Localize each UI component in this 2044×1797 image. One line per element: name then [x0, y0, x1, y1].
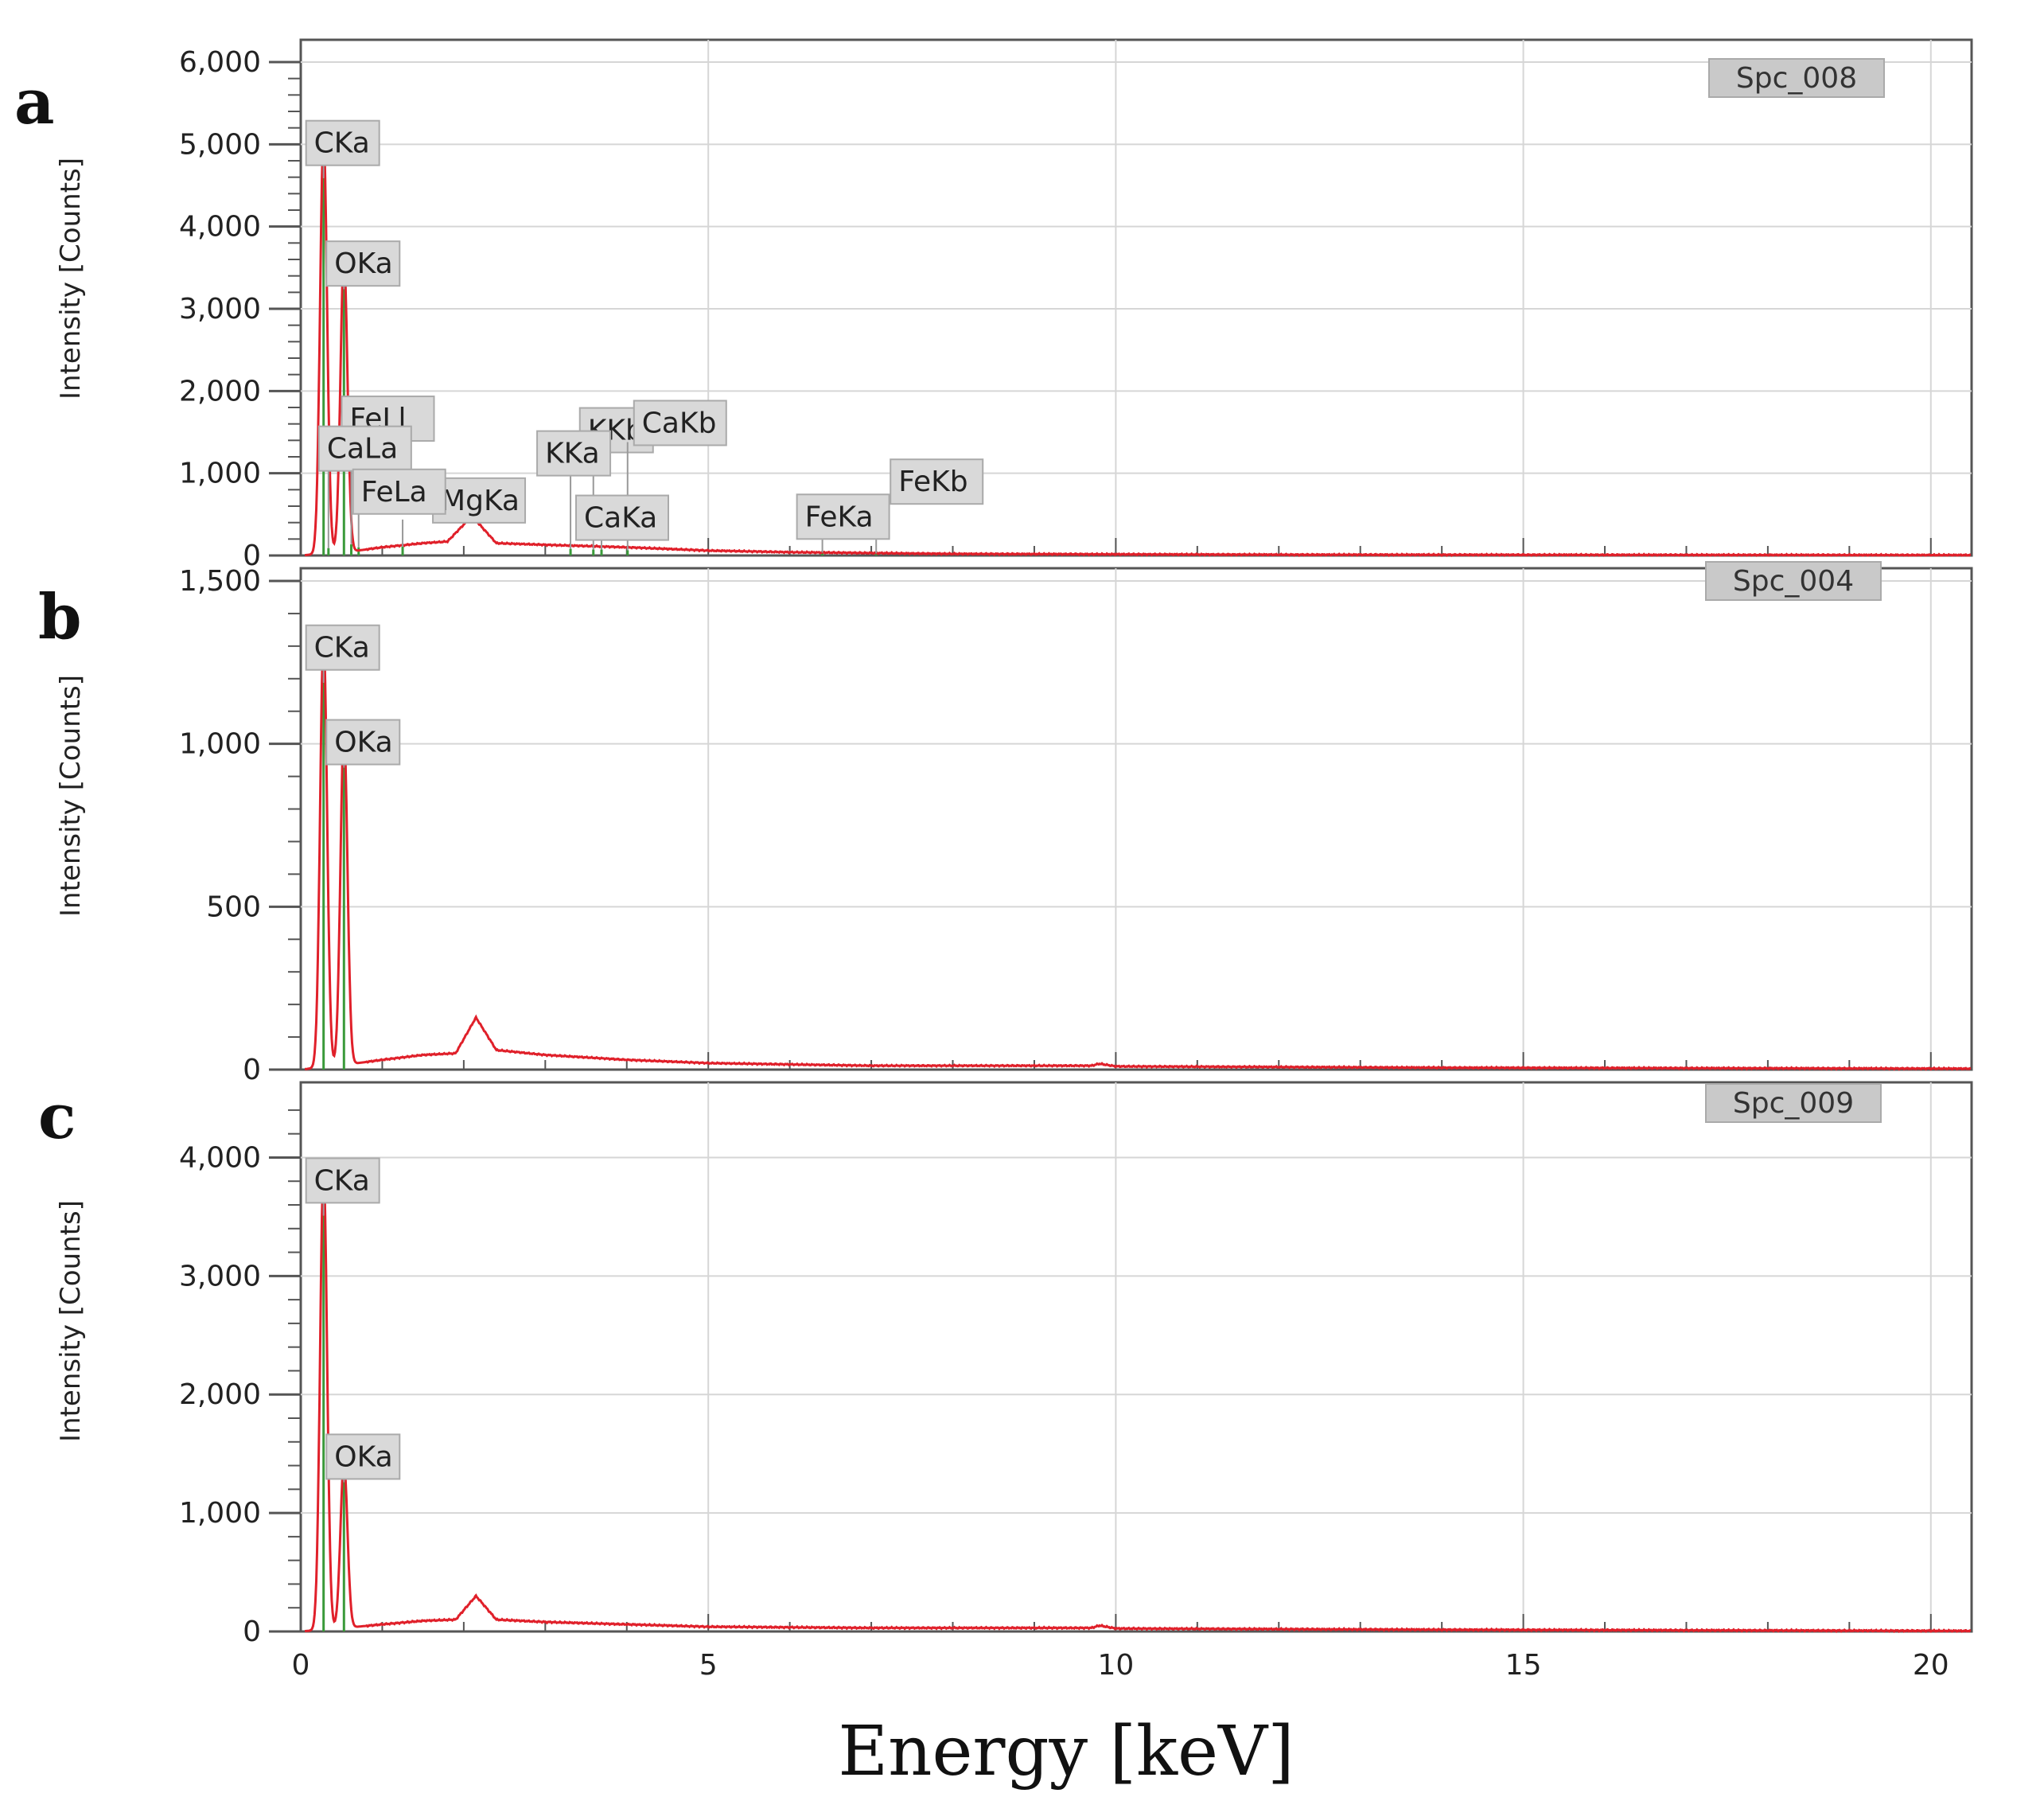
peak-label-box: [317, 425, 412, 472]
y-tick-label: 1,500: [179, 565, 261, 598]
x-tick-label: 20: [1913, 1649, 1949, 1682]
peak-label: CaKa: [575, 494, 669, 550]
y-tick-label: 5,000: [179, 128, 261, 161]
peak-label: OKa: [325, 1433, 401, 1483]
panel-a-spectrum-name: Spc_008: [1736, 62, 1857, 95]
panel-a-peak-labels: CKaOKaFeLlMgKaCaLaFeLaKKbCaKbKKaCaKaFeKb…: [305, 119, 984, 554]
panel-c: 0 1,000 2,000 3,000 4,000 CKa OKa Spc_009 Int…: [38, 1081, 1973, 1648]
x-tick-label: 15: [1505, 1649, 1542, 1682]
peak-label-text: CKa: [314, 632, 370, 665]
panel-b-grid: [301, 568, 1972, 1070]
peak-label: CaLa: [317, 425, 412, 548]
panel-b-spectrum-badge: Spc_004: [1705, 561, 1882, 601]
panel-c-y-axis: 0 1,000 2,000 3,000 4,000: [179, 1109, 301, 1648]
panel-c-ylabel: Intensity [Counts]: [55, 1200, 87, 1442]
panel-a-spectrum-line: [304, 134, 1972, 558]
panel-a-y-axis: 0 1,000 2,000 3,000 4,000 5,000 6,000: [179, 46, 301, 572]
y-tick-label: 4,000: [179, 1141, 261, 1174]
peak-label-box: [325, 240, 401, 287]
peak-label-text: CaLa: [327, 433, 398, 466]
panel-b-y-axis: 0 500 1,000 1,500: [179, 565, 301, 1086]
x-tick-label: 10: [1097, 1649, 1134, 1682]
peak-label: OKa: [325, 240, 401, 290]
y-tick-label: 6,000: [179, 46, 261, 79]
y-tick-label: 2,000: [179, 1378, 261, 1411]
x-axis-tick-labels: 0 5 10 15 20: [292, 1649, 1949, 1682]
peak-label-box: [305, 119, 380, 166]
y-tick-label: 3,000: [179, 293, 261, 325]
panel-a-x-ticks: [300, 538, 1932, 555]
peak-label: KKa: [536, 430, 612, 549]
peak-label-box: [432, 477, 527, 524]
panel-b-spectrum-name: Spc_004: [1733, 565, 1854, 598]
peak-label: FeLa: [352, 468, 446, 548]
y-tick-label: 1,000: [179, 1497, 261, 1530]
panel-b: 0 500 1,000 1,500 CKa OKa Spc_004 Intensity …: [38, 561, 1973, 1086]
peak-label: OKa: [325, 719, 401, 768]
peak-label: CKa: [305, 624, 380, 683]
panel-c-grid: [301, 1082, 1972, 1631]
panel-b-spectrum-line: [304, 637, 1972, 1071]
panel-b-ylabel: Intensity [Counts]: [55, 675, 87, 917]
y-tick-label: 0: [243, 1616, 261, 1648]
peak-label-box: [890, 458, 984, 505]
y-tick-label: 3,000: [179, 1260, 261, 1292]
peak-label-box: [305, 1157, 380, 1204]
peak-label-text: FeKb: [898, 466, 967, 498]
peak-label-box: [796, 493, 890, 540]
y-tick-label: 1,000: [179, 458, 261, 490]
panel-b-letter: b: [38, 581, 82, 653]
peak-label: MgKa: [402, 477, 527, 547]
peak-label-text: OKa: [334, 1440, 392, 1473]
peak-label-box: [325, 1433, 401, 1480]
peak-label-box: [325, 719, 401, 766]
panel-a: 0 1,000 2,000 3,000 4,000 5,000 6,000 CKa OKa Fe…: [14, 38, 1973, 572]
y-tick-label: 2,000: [179, 375, 261, 407]
panel-c-spectrum-line: [304, 1167, 1972, 1634]
peak-label-box: [575, 494, 669, 541]
peak-label: CKa: [305, 1157, 380, 1216]
x-tick-label: 0: [292, 1649, 310, 1682]
x-tick-label: 5: [699, 1649, 718, 1682]
y-tick-label: 0: [243, 540, 261, 572]
panel-c-letter: c: [38, 1081, 76, 1153]
panel-a-ylabel: Intensity [Counts]: [55, 158, 87, 400]
peak-label-text: CaKa: [584, 502, 657, 535]
peak-label-text: FeLa: [361, 476, 427, 509]
y-tick-label: 4,000: [179, 211, 261, 244]
peak-label-text: MgKa: [441, 485, 520, 517]
peak-label-box: [633, 400, 727, 446]
peak-label: FeKa: [796, 493, 890, 553]
panel-a-letter: a: [14, 66, 55, 138]
x-axis-label: Energy [keV]: [838, 1712, 1294, 1791]
panel-c-spectrum-badge: Spc_009: [1705, 1083, 1882, 1123]
panel-c-spectrum-name: Spc_009: [1733, 1087, 1854, 1120]
peak-label-text: CKa: [314, 1164, 370, 1197]
panel-c-frame: [299, 1081, 1973, 1633]
peak-label-text: FeKa: [805, 501, 874, 533]
y-tick-label: 1,000: [179, 728, 261, 761]
panel-b-frame: [299, 567, 1973, 1071]
panel-a-spectrum-badge: Spc_008: [1708, 58, 1885, 98]
peak-label-text: OKa: [334, 727, 392, 759]
y-tick-label: 0: [243, 1054, 261, 1086]
peak-label-box: [352, 468, 446, 515]
peak-label-box: [305, 624, 380, 671]
peak-label-text: OKa: [334, 248, 392, 280]
panel-b-peak-labels: CKa OKa: [305, 624, 401, 768]
peak-label-text: KKa: [545, 438, 600, 470]
panel-c-element-lines: [322, 1215, 345, 1631]
peak-label-text: CaKb: [642, 407, 717, 439]
peak-label: CaKb: [626, 400, 727, 551]
peak-label: CKa: [305, 119, 380, 178]
peak-label-text: CKa: [314, 127, 370, 160]
y-tick-label: 500: [206, 891, 261, 923]
panel-c-peak-labels: CKa OKa: [305, 1157, 401, 1483]
panel-b-element-lines: [322, 682, 345, 1070]
peak-label-box: [536, 430, 612, 477]
